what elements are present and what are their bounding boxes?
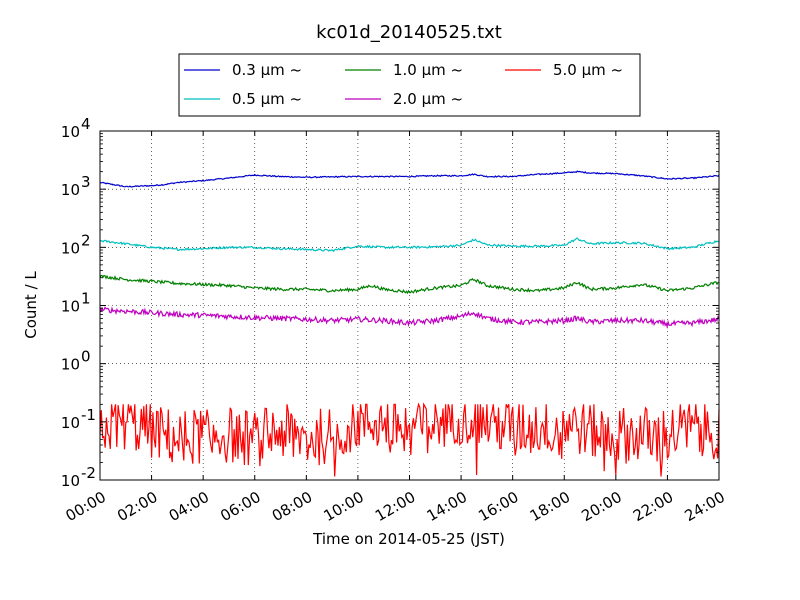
- y-tick-label-exponent: 1: [81, 290, 91, 308]
- y-tick-label-exponent: 0: [81, 348, 91, 366]
- legend-label: 2.0 μm ~: [393, 90, 463, 108]
- series-line: [99, 237, 720, 253]
- legend-label: 0.3 μm ~: [232, 61, 302, 79]
- y-tick-label-exponent: 4: [81, 115, 91, 133]
- y-tick-label: 10: [61, 181, 80, 199]
- y-tick-label-exponent: -1: [81, 406, 96, 424]
- y-tick-label: 10: [61, 472, 80, 490]
- y-tick-label: 10: [61, 298, 80, 316]
- x-axis-label: Time on 2014-05-25 (JST): [312, 530, 505, 548]
- ticks: [99, 130, 720, 481]
- y-tick-label: 10: [61, 123, 80, 141]
- series-line: [99, 306, 720, 329]
- legend-label: 1.0 μm ~: [393, 61, 463, 79]
- y-tick-label-exponent: 2: [81, 231, 91, 249]
- y-axis-label: Count / L: [22, 271, 40, 339]
- legend-label: 5.0 μm ~: [553, 61, 623, 79]
- legend: 0.3 μm ~ 0.5 μm ~ 1.0 μm ~ 2.0 μm ~ 5.0 μm ~: [178, 53, 641, 117]
- y-tick-label: 10: [61, 414, 80, 432]
- series-line: [99, 274, 720, 295]
- chart-title: kc01d_20140525.txt: [316, 22, 502, 43]
- y-tick-label-exponent: 3: [81, 173, 91, 191]
- legend-frame: [178, 53, 641, 117]
- legend-label: 0.5 μm ~: [232, 90, 302, 108]
- y-tick-label: 10: [61, 356, 80, 374]
- y-tick-label: 10: [61, 239, 80, 257]
- y-tick-label-exponent: -2: [81, 464, 96, 482]
- series-line: [99, 170, 720, 188]
